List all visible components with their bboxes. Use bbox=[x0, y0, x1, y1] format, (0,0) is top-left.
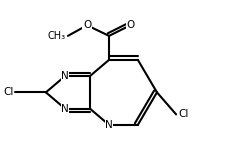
Text: CH₃: CH₃ bbox=[48, 31, 66, 41]
Text: N: N bbox=[105, 120, 112, 130]
Text: Cl: Cl bbox=[177, 109, 188, 119]
Text: N: N bbox=[61, 104, 69, 114]
Text: Cl: Cl bbox=[3, 87, 13, 97]
Text: N: N bbox=[61, 71, 69, 81]
Text: O: O bbox=[83, 20, 91, 30]
Text: O: O bbox=[125, 20, 134, 30]
